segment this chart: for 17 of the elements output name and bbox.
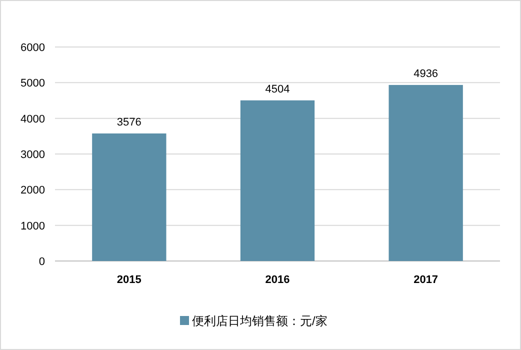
x-tick-label: 2015 [116, 274, 142, 286]
bar [388, 84, 463, 261]
bar [240, 100, 315, 261]
y-tick-label: 3000 [20, 149, 45, 161]
y-tick-label: 4000 [20, 113, 45, 126]
y-tick-label: 2000 [20, 184, 45, 197]
y-tick-label: 5000 [20, 78, 45, 90]
data-label: 4504 [265, 83, 290, 96]
x-tick-label: 2016 [265, 274, 290, 286]
data-label: 3576 [116, 116, 142, 128]
data-label: 4936 [414, 68, 438, 80]
y-tick-label: 0 [38, 256, 45, 268]
bar [92, 133, 166, 261]
legend-label: 便利店日均销售额：元/家 [192, 314, 328, 328]
y-tick-label: 6000 [20, 42, 45, 54]
x-tick-label: 2017 [414, 274, 438, 286]
y-tick-label: 1000 [20, 220, 45, 232]
